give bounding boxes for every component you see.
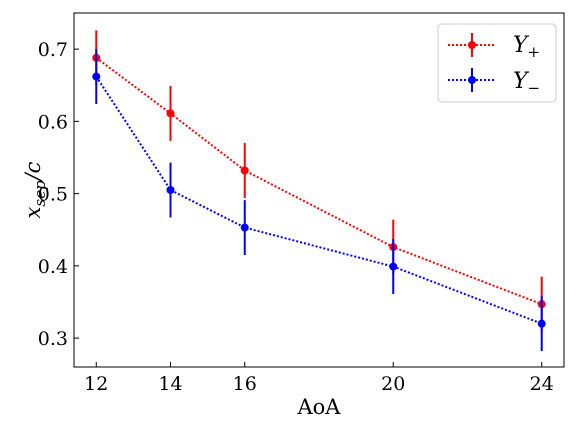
point-0-1 (166, 109, 175, 118)
point-1-4 (537, 319, 546, 328)
series-line-1 (95, 76, 543, 325)
x-tick-label-24: 24 (530, 373, 554, 395)
legend: Y+ Y− (437, 23, 557, 103)
point-1-2 (240, 223, 249, 232)
x-tick-label-12: 12 (84, 373, 108, 395)
axis-ticks: 12 14 16 20 24 0.3 0.4 0.5 0.6 0.7 (38, 39, 554, 395)
series-line-0 (95, 56, 543, 306)
point-1-0 (92, 72, 101, 81)
y-tick-label-0.4: 0.4 (38, 256, 68, 278)
legend-marker-y-plus (468, 41, 476, 49)
x-tick-label-16: 16 (233, 373, 257, 395)
data-marks (92, 30, 546, 352)
y-tick-label-0.6: 0.6 (38, 111, 68, 133)
x-tick-label-14: 14 (158, 373, 182, 395)
x-tick-label-20: 20 (381, 373, 405, 395)
point-0-2 (240, 166, 249, 175)
legend-frame (437, 23, 557, 103)
point-1-3 (389, 262, 398, 271)
series-1 (92, 49, 546, 352)
legend-entry-y-minus: Y− (448, 68, 540, 97)
legend-marker-y-minus (468, 76, 476, 84)
y-tick-label-0.3: 0.3 (38, 328, 68, 350)
legend-label-y-minus: Y− (513, 69, 540, 97)
y-tick-label-0.7: 0.7 (38, 39, 68, 61)
y-axis-label: xsep/c (21, 161, 49, 218)
y-tick-label-0.5: 0.5 (38, 184, 68, 206)
legend-label-y-plus: Y+ (513, 33, 540, 61)
x-axis-label: AoA (297, 395, 342, 419)
legend-entry-y-plus: Y+ (448, 33, 540, 61)
point-1-1 (166, 186, 175, 194)
